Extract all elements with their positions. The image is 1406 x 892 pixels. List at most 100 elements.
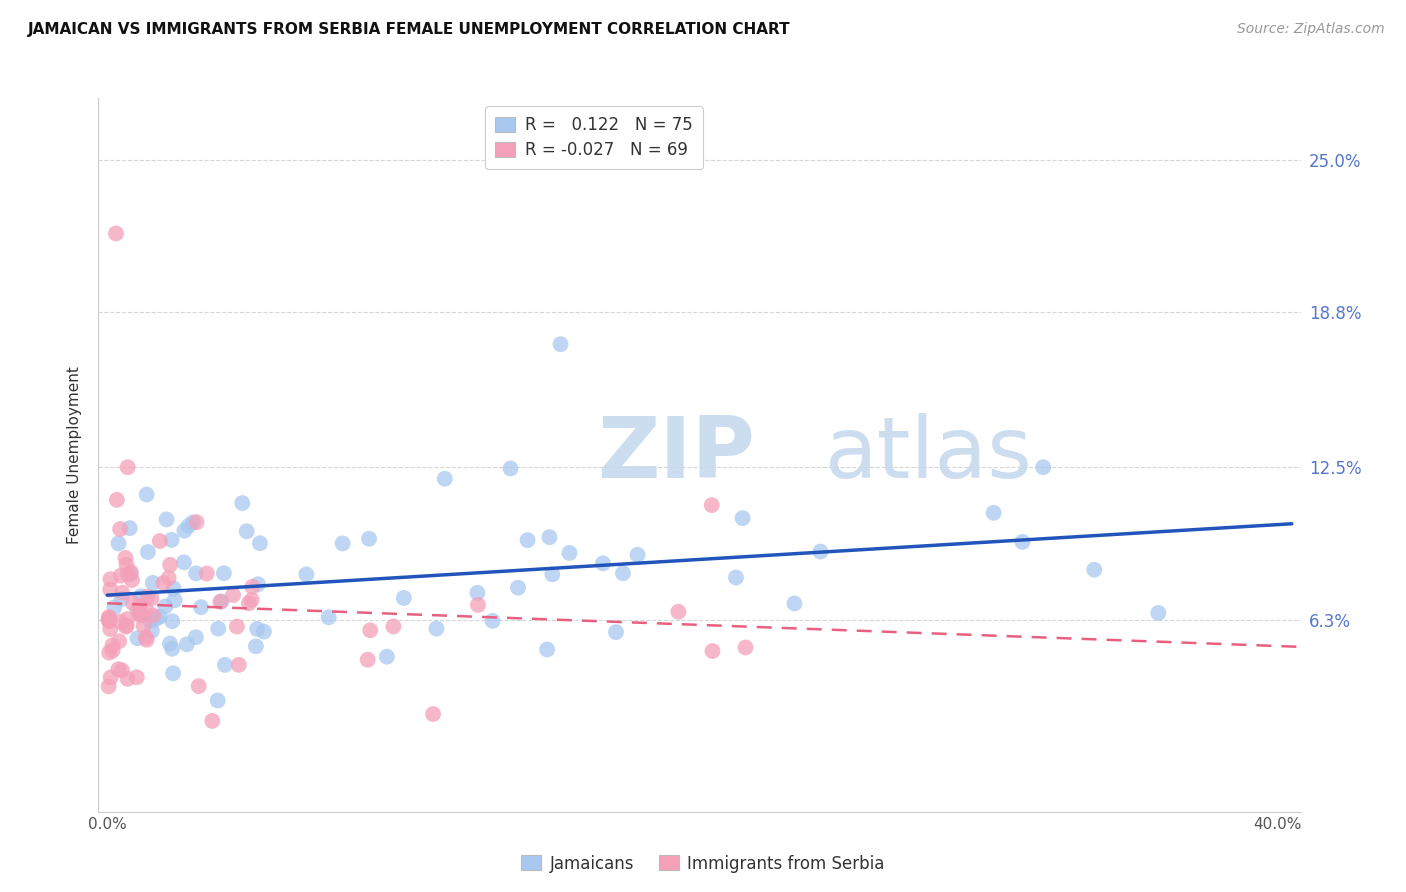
Point: [114, 551, 136, 566]
Point: [214, 657, 236, 672]
Point: [160, 533, 183, 547]
Point: [1083, 563, 1105, 577]
Point: [100, 670, 122, 684]
Point: [201, 714, 224, 728]
Point: [245, 640, 267, 654]
Point: [187, 679, 209, 693]
Point: [724, 570, 747, 584]
Point: [136, 545, 159, 559]
Point: [141, 591, 163, 606]
Point: [135, 631, 157, 645]
Point: [382, 619, 405, 633]
Point: [240, 593, 263, 607]
Point: [135, 632, 157, 647]
Point: [731, 511, 754, 525]
Point: [160, 641, 183, 656]
Point: [357, 653, 380, 667]
Point: [120, 565, 142, 579]
Point: [107, 662, 129, 676]
Point: [612, 566, 634, 581]
Point: [104, 227, 127, 241]
Point: [783, 597, 806, 611]
Point: [110, 592, 132, 607]
Point: [592, 557, 614, 571]
Point: [142, 608, 165, 623]
Point: [702, 644, 724, 658]
Point: [142, 575, 165, 590]
Text: ZIP: ZIP: [598, 413, 755, 497]
Point: [101, 638, 124, 652]
Point: [186, 515, 208, 529]
Point: [666, 605, 689, 619]
Point: [211, 594, 233, 608]
Point: [207, 693, 229, 707]
Point: [176, 637, 198, 651]
Legend: R =   0.122   N = 75, R = -0.027   N = 69: R = 0.122 N = 75, R = -0.027 N = 69: [485, 106, 703, 169]
Point: [136, 590, 159, 604]
Point: [249, 536, 271, 550]
Point: [129, 608, 152, 623]
Point: [117, 672, 139, 686]
Point: [1032, 460, 1054, 475]
Point: [98, 611, 121, 625]
Point: [139, 614, 162, 628]
Point: [122, 596, 145, 610]
Point: [231, 496, 253, 510]
Point: [135, 487, 157, 501]
Point: [550, 337, 572, 351]
Point: [195, 566, 218, 581]
Point: [295, 567, 318, 582]
Point: [103, 600, 125, 615]
Point: [155, 599, 177, 614]
Point: [149, 609, 172, 624]
Point: [238, 596, 260, 610]
Point: [125, 670, 148, 684]
Point: [516, 533, 538, 548]
Point: [135, 603, 157, 617]
Point: [145, 612, 167, 626]
Point: [157, 571, 180, 585]
Point: [375, 649, 398, 664]
Point: [222, 588, 245, 602]
Point: [332, 536, 354, 550]
Point: [152, 576, 174, 591]
Text: Source: ZipAtlas.com: Source: ZipAtlas.com: [1237, 22, 1385, 37]
Point: [359, 624, 381, 638]
Point: [117, 460, 139, 475]
Point: [228, 657, 250, 672]
Point: [173, 555, 195, 569]
Point: [162, 666, 184, 681]
Point: [541, 567, 564, 582]
Point: [132, 619, 155, 633]
Point: [225, 619, 247, 633]
Point: [700, 498, 723, 512]
Point: [111, 663, 134, 677]
Point: [100, 572, 122, 586]
Point: [235, 524, 257, 539]
Point: [115, 612, 138, 626]
Point: [207, 622, 229, 636]
Point: [101, 643, 124, 657]
Point: [107, 536, 129, 550]
Point: [240, 580, 263, 594]
Point: [392, 591, 415, 605]
Point: [810, 544, 832, 558]
Point: [110, 615, 132, 629]
Point: [108, 634, 131, 648]
Point: [1147, 606, 1170, 620]
Point: [253, 624, 276, 639]
Point: [433, 472, 456, 486]
Legend: Jamaicans, Immigrants from Serbia: Jamaicans, Immigrants from Serbia: [515, 848, 891, 880]
Point: [538, 530, 561, 544]
Point: [425, 622, 447, 636]
Point: [173, 524, 195, 538]
Point: [209, 595, 232, 609]
Point: [111, 585, 134, 599]
Y-axis label: Female Unemployment: Female Unemployment: [67, 366, 83, 544]
Point: [163, 582, 186, 596]
Point: [318, 610, 340, 624]
Point: [626, 548, 648, 562]
Point: [117, 567, 139, 582]
Point: [181, 516, 204, 530]
Point: [499, 461, 522, 475]
